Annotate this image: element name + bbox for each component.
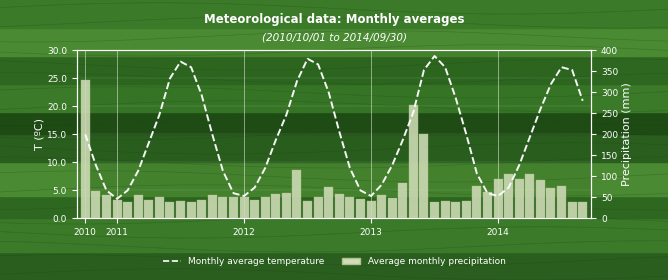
Y-axis label: Precipitation (mm): Precipitation (mm): [623, 83, 633, 186]
Bar: [303, 201, 312, 218]
Bar: [525, 174, 534, 218]
Bar: [208, 195, 217, 218]
Bar: [0, 56, 668, 84]
Bar: [123, 202, 132, 218]
Bar: [0, 162, 668, 196]
Bar: [293, 170, 301, 218]
Bar: [112, 199, 122, 218]
Bar: [0, 134, 668, 162]
Bar: [377, 195, 386, 218]
Bar: [229, 197, 238, 218]
Bar: [186, 202, 196, 218]
Bar: [166, 202, 174, 218]
Bar: [314, 197, 323, 218]
Bar: [398, 183, 407, 218]
Text: Meteorological data: Monthly averages: Meteorological data: Monthly averages: [204, 13, 464, 26]
Bar: [0, 252, 668, 280]
Bar: [546, 188, 556, 218]
Bar: [420, 134, 428, 218]
Bar: [430, 202, 439, 218]
Bar: [515, 179, 524, 218]
Bar: [483, 192, 492, 218]
Bar: [0, 0, 668, 28]
Bar: [92, 191, 100, 218]
Bar: [271, 195, 281, 218]
Bar: [134, 195, 143, 218]
Bar: [568, 202, 576, 218]
Bar: [197, 199, 206, 218]
Bar: [0, 218, 668, 252]
Bar: [387, 198, 397, 218]
Bar: [462, 201, 471, 218]
Bar: [335, 194, 344, 218]
Bar: [451, 202, 460, 218]
Bar: [176, 201, 185, 218]
Bar: [250, 199, 259, 218]
Bar: [409, 105, 418, 218]
Bar: [472, 186, 482, 218]
Bar: [0, 28, 668, 56]
Bar: [155, 197, 164, 218]
Bar: [367, 201, 375, 218]
Bar: [0, 196, 668, 218]
Bar: [504, 174, 513, 218]
Bar: [536, 180, 545, 218]
Bar: [441, 201, 450, 218]
Bar: [218, 197, 227, 218]
Bar: [282, 193, 291, 218]
Bar: [144, 199, 153, 218]
Bar: [81, 80, 90, 218]
Legend: Monthly average temperature, Average monthly precipitation: Monthly average temperature, Average mon…: [159, 254, 509, 270]
Bar: [0, 112, 668, 134]
Bar: [494, 179, 502, 218]
Bar: [261, 197, 270, 218]
Y-axis label: T (ºC): T (ºC): [34, 118, 44, 150]
Bar: [356, 199, 365, 218]
Bar: [345, 197, 354, 218]
Bar: [578, 202, 587, 218]
Text: (2010/10/01 to 2014/09/30): (2010/10/01 to 2014/09/30): [261, 33, 407, 43]
Bar: [0, 84, 668, 112]
Bar: [240, 197, 248, 218]
Bar: [557, 186, 566, 218]
Bar: [102, 195, 111, 218]
Bar: [324, 187, 333, 218]
